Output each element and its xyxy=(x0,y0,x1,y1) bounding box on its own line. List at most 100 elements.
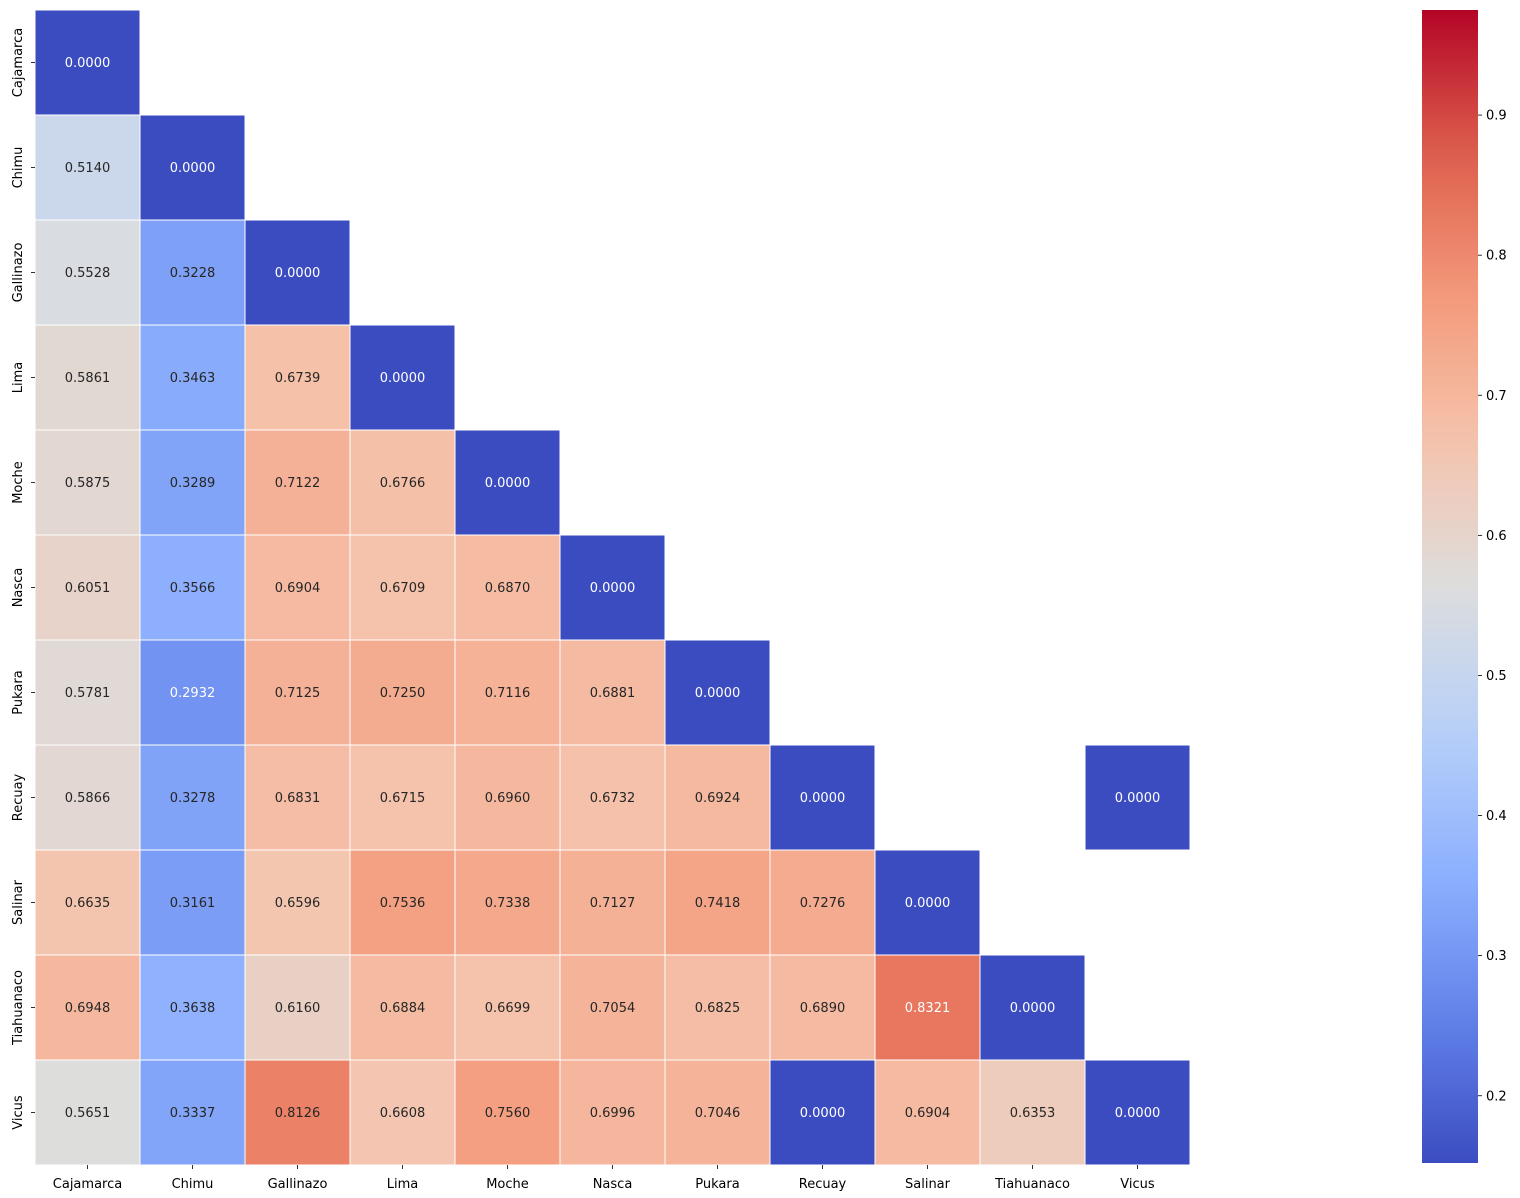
heatmap-cell: 0.7125 xyxy=(244,639,351,746)
heatmap-cell-value: 0.3463 xyxy=(170,371,216,386)
heatmap-cell-rect xyxy=(34,744,141,851)
heatmap-cell-rect xyxy=(979,954,1086,1061)
heatmap-cell: 0.0000 xyxy=(769,744,876,851)
heatmap-cell-rect xyxy=(349,324,456,431)
heatmap-cell-value: 0.5866 xyxy=(65,791,111,806)
heatmap-cell-value: 0.7125 xyxy=(275,686,321,701)
heatmap-cell-value: 0.8126 xyxy=(275,1106,321,1121)
heatmap-cell-value: 0.7054 xyxy=(590,1001,636,1016)
heatmap-cell-value: 0.6709 xyxy=(380,581,426,596)
heatmap-cell-rect xyxy=(34,639,141,746)
heatmap-cell: 0.5861 xyxy=(34,324,141,431)
heatmap-cell: 0.6699 xyxy=(454,954,561,1061)
heatmap-cell-value: 0.7116 xyxy=(485,686,531,701)
heatmap-cell-rect xyxy=(559,534,666,641)
colorbar-tick-label: 0.9 xyxy=(1486,109,1507,124)
heatmap-cell-rect xyxy=(244,1059,351,1166)
heatmap-cell: 0.0000 xyxy=(34,9,141,116)
x-tick-label: Gallinazo xyxy=(268,1177,328,1192)
heatmap-cell: 0.7418 xyxy=(664,849,771,956)
heatmap-cell-rect xyxy=(664,954,771,1061)
heatmap-cell-value: 0.0000 xyxy=(1115,791,1161,806)
heatmap-cell: 0.6884 xyxy=(349,954,456,1061)
heatmap-cell-value: 0.5651 xyxy=(65,1106,111,1121)
heatmap-cell: 0.6715 xyxy=(349,744,456,851)
colorbar-tick-label: 0.7 xyxy=(1486,389,1507,404)
heatmap-cell-value: 0.5875 xyxy=(65,476,111,491)
heatmap-cell: 0.7560 xyxy=(454,1059,561,1166)
colorbar-bar xyxy=(1422,10,1478,1163)
heatmap-cell-rect xyxy=(34,954,141,1061)
heatmap-cell-rect xyxy=(34,849,141,956)
heatmap-cell-rect xyxy=(34,219,141,326)
heatmap-cell-rect xyxy=(559,849,666,956)
heatmap-cell-rect xyxy=(559,1059,666,1166)
heatmap-cell: 0.7116 xyxy=(454,639,561,746)
heatmap-cell: 0.6596 xyxy=(244,849,351,956)
heatmap-cell: 0.3337 xyxy=(139,1059,246,1166)
heatmap-cell-rect xyxy=(1084,1059,1191,1166)
x-tick-label: Salinar xyxy=(905,1177,951,1192)
heatmap-cell-rect xyxy=(454,954,561,1061)
heatmap-cell: 0.6890 xyxy=(769,954,876,1061)
heatmap-cell: 0.3638 xyxy=(139,954,246,1061)
heatmap-cell-rect xyxy=(139,534,246,641)
heatmap-cell-rect xyxy=(244,219,351,326)
x-tick-label: Nasca xyxy=(593,1177,633,1192)
heatmap-cell-value: 0.6870 xyxy=(485,581,531,596)
heatmap-cell: 0.0000 xyxy=(1084,1059,1191,1166)
heatmap-cell-value: 0.7046 xyxy=(695,1106,741,1121)
heatmap-cell-value: 0.6904 xyxy=(905,1106,951,1121)
heatmap-cell-rect xyxy=(244,429,351,536)
heatmap-cell-value: 0.6353 xyxy=(1010,1106,1056,1121)
heatmap-cell: 0.7536 xyxy=(349,849,456,956)
colorbar-tick-label: 0.5 xyxy=(1486,669,1507,684)
x-tick-label: Pukara xyxy=(695,1177,739,1192)
heatmap-cell-rect xyxy=(244,534,351,641)
heatmap-cell-value: 0.6732 xyxy=(590,791,636,806)
heatmap-cell-rect xyxy=(244,744,351,851)
heatmap-cell-value: 0.3228 xyxy=(170,266,216,281)
colorbar-tick-label: 0.8 xyxy=(1486,249,1507,264)
heatmap-cell-value: 0.3566 xyxy=(170,581,216,596)
heatmap-cell: 0.6904 xyxy=(244,534,351,641)
heatmap-cell: 0.6732 xyxy=(559,744,666,851)
heatmap-cell-rect xyxy=(349,639,456,746)
heatmap-cell-rect xyxy=(454,849,561,956)
heatmap-cell-rect xyxy=(349,954,456,1061)
heatmap-cell-rect xyxy=(769,1059,876,1166)
heatmap-cell: 0.0000 xyxy=(979,954,1086,1061)
y-tick-label: Pukara xyxy=(11,670,26,714)
heatmap-cell-value: 0.7250 xyxy=(380,686,426,701)
heatmap-cell-rect xyxy=(244,954,351,1061)
heatmap-cell-value: 0.7536 xyxy=(380,896,426,911)
heatmap-cell-rect xyxy=(349,534,456,641)
heatmap-cell: 0.6904 xyxy=(874,1059,981,1166)
heatmap-cell-rect xyxy=(139,324,246,431)
heatmap-cell-value: 0.0000 xyxy=(275,266,321,281)
heatmap-cell-value: 0.6960 xyxy=(485,791,531,806)
y-tick-label: Vicus xyxy=(11,1095,26,1130)
heatmap-cell-value: 0.7127 xyxy=(590,896,636,911)
x-tick-label: Recuay xyxy=(799,1177,847,1192)
heatmap-cell-rect xyxy=(454,1059,561,1166)
heatmap-cell: 0.6709 xyxy=(349,534,456,641)
heatmap-cell-value: 0.5781 xyxy=(65,686,111,701)
heatmap-cell: 0.3289 xyxy=(139,429,246,536)
heatmap-cell-value: 0.6881 xyxy=(590,686,636,701)
heatmap-cell: 0.0000 xyxy=(139,114,246,221)
heatmap-cell-value: 0.6825 xyxy=(695,1001,741,1016)
heatmap-cell-value: 0.0000 xyxy=(905,896,951,911)
heatmap-cell-rect xyxy=(664,639,771,746)
heatmap-cell: 0.6870 xyxy=(454,534,561,641)
colorbar-tick-label: 0.6 xyxy=(1486,529,1507,544)
heatmap-cell-value: 0.7276 xyxy=(800,896,846,911)
x-tick-label: Chimu xyxy=(172,1177,214,1192)
heatmap-cell: 0.5875 xyxy=(34,429,141,536)
heatmap-cell: 0.0000 xyxy=(1084,744,1191,851)
heatmap-cell-rect xyxy=(139,639,246,746)
heatmap-cell-value: 0.0000 xyxy=(800,791,846,806)
heatmap-cell: 0.6739 xyxy=(244,324,351,431)
heatmap-cell-rect xyxy=(769,744,876,851)
y-tick-label: Salinar xyxy=(11,879,26,925)
